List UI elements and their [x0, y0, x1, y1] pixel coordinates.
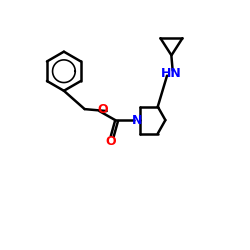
Text: HN: HN: [161, 67, 182, 80]
Text: O: O: [98, 102, 108, 116]
Text: O: O: [106, 135, 116, 148]
Text: N: N: [132, 114, 142, 126]
